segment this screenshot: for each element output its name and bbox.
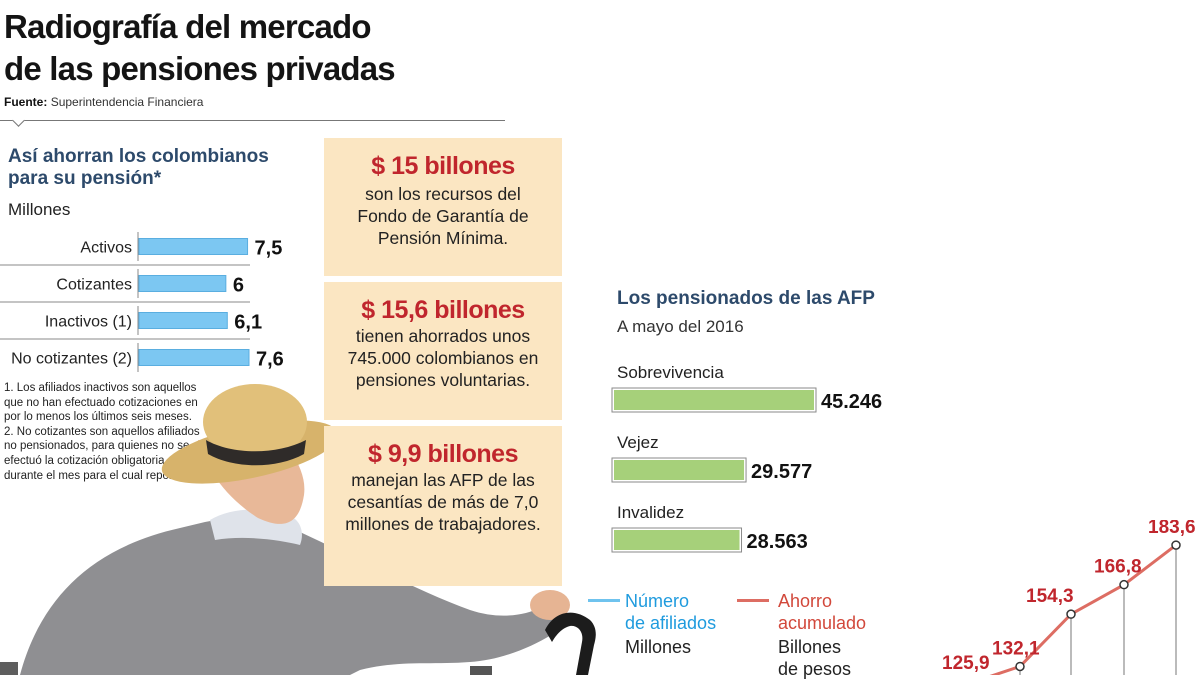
footnotes: 1. Los afiliados inactivos son aquellos … [4,381,200,483]
panel-2-text: tienen ahorrados unos 745.000 colombiano… [347,326,539,390]
footnote-1: 1. Los afiliados inactivos son aquellos … [4,382,198,424]
footnote-2: 2. No cotizantes son aquellos afiliados … [4,425,200,482]
bar [612,388,816,412]
category-label: Vejez [617,433,659,452]
pensionados-subtitle: A mayo del 2016 [617,317,744,336]
bar [612,458,747,482]
legend-ahorro-unit-line-1: Billones [778,637,842,657]
value-label: 125,9 [942,653,990,674]
title-line-2: de las pensiones privadas [4,50,396,87]
pensionados-title: Los pensionados de las AFP [617,288,875,309]
bar-frame [611,527,743,553]
ahorro-unit: Millones [8,200,71,219]
data-point [1066,609,1076,619]
bar-frame [611,457,747,483]
source-value: Superintendencia Financiera [50,95,204,109]
source-credit: Fuente: Superintendencia Financiera [4,95,203,109]
value-label: 154,3 [1026,586,1074,607]
header-divider [0,120,505,121]
category-label: Cotizantes [56,277,132,294]
title-line-1: Radiografía del mercado [4,8,372,45]
value-label: 45.246 [821,391,882,413]
data-point [1171,540,1181,550]
ahorro-title-line-2: para su pensión* [8,168,162,189]
data-point [1015,661,1025,672]
data-point [1119,579,1129,590]
value-label: 183,6 [1148,520,1196,538]
panel-fondo-garantia: $ 15 billones son los recursos del Fondo… [324,138,562,276]
bar [138,349,250,366]
bar [138,275,227,292]
bar-frame [611,387,817,413]
ahorro-bar-chart: Activos 7,5 Cotizantes 6 Inactivos (1) 6,1 No … [0,232,284,372]
legend-ahorro-label: Ahorro acumulado [778,590,918,634]
retiree-photo [0,384,596,675]
panel-3-text: manejan las AFP de las cesantías de más … [345,470,541,534]
panel-1-amount: $ 15 billones [371,152,515,180]
legend-afiliados-line-2: de afiliados [625,613,717,633]
panel-3-amount: $ 9,9 billones [367,440,519,468]
panel-2-amount: $ 15,6 billones [361,296,525,324]
panel-cesantias: $ 9,9 billones manejan las AFP de las ce… [324,426,562,586]
ahorro-section-title: Así ahorran los colombianos para su pens… [8,146,269,190]
divider-notch [12,114,25,127]
value-label: 7,6 [256,349,284,371]
category-label: Activos [80,240,132,257]
legend-ahorro-swatch [737,599,769,602]
value-label: 132,1 [992,638,1040,659]
legend-ahorro-unit-line-2: de pesos [778,659,852,679]
value-label: 6 [233,275,244,297]
legend-ahorro-line-2: acumulado [778,613,867,633]
bar [138,238,249,255]
category-label: Invalidez [617,503,684,522]
category-label: Inactivos (1) [45,314,132,331]
ahorro-title-line-1: Así ahorran los colombianos [8,146,269,167]
value-label: 6,1 [234,312,262,334]
legend-afiliados-line-1: Número [625,591,690,611]
value-label: 7,5 [255,238,283,260]
legend-ahorro-line-1: Ahorro [778,591,833,611]
legend-ahorro-unit: Billones de pesos [778,636,918,680]
bar [138,312,228,329]
source-label: Fuente: [4,95,48,109]
pensionados-bar-chart: Sobrevivencia 45.246 Vejez 29.577 Invalidez 2… [611,363,882,553]
panel-1-text: son los recursos del Fondo de Garantía d… [357,184,529,248]
category-label: Sobrevivencia [617,363,724,382]
legend-afiliados-label: Número de afiliados [625,590,735,634]
value-label: 166,8 [1094,557,1142,578]
panel-pensiones-voluntarias: $ 15,6 billones tienen ahorrados unos 74… [324,282,562,420]
bar [612,528,742,552]
legend-afiliados-unit: Millones [625,637,692,657]
legend-afiliados-swatch [588,599,620,602]
category-label: No cotizantes (2) [11,351,132,368]
value-label: 29.577 [751,461,812,483]
page-title: Radiografía del mercado de las pensiones… [4,6,396,90]
value-label: 28.563 [747,531,808,553]
